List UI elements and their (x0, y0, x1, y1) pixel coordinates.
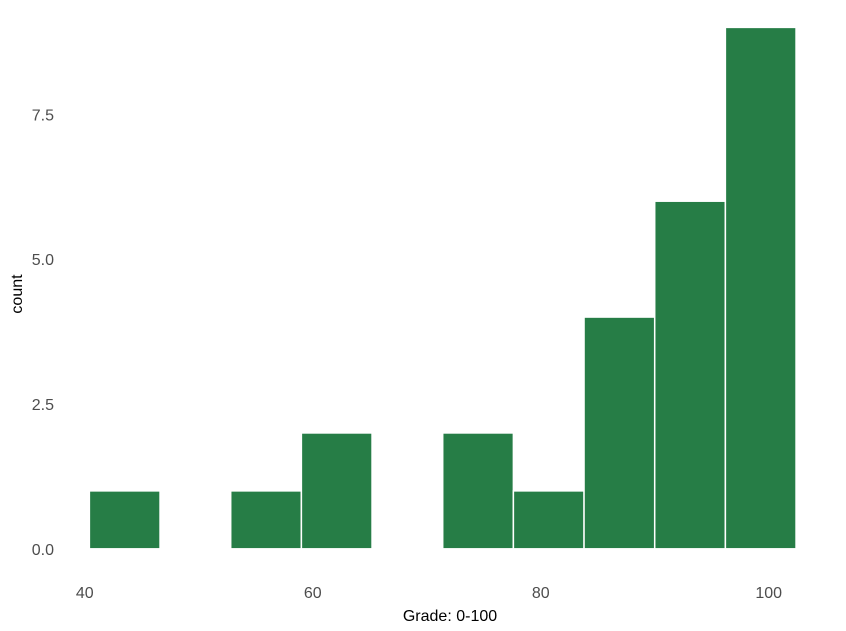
histogram-bar-8 (653, 200, 727, 550)
histogram-bar-2 (229, 490, 303, 550)
y-tick-label-1: 2.5 (32, 397, 54, 414)
x-tick-label-0: 40 (76, 585, 94, 602)
y-axis-title: count (9, 274, 26, 314)
histogram-bar-0 (88, 490, 161, 550)
y-tick-label-3: 7.5 (32, 107, 54, 124)
histogram-bar-9 (724, 26, 797, 550)
y-tick-label-0: 0.0 (32, 542, 54, 559)
histogram-bar-6 (512, 490, 585, 550)
histogram-bar-3 (300, 432, 373, 550)
x-tick-label-1: 60 (304, 585, 322, 602)
y-tick-label-2: 5.0 (32, 252, 54, 269)
histogram-bars (88, 26, 797, 550)
histogram-bar-7 (583, 316, 656, 550)
x-tick-label-3: 100 (755, 585, 782, 602)
x-axis-title: Grade: 0-100 (403, 608, 497, 625)
y-axis-ticks: 0.0 2.5 5.0 7.5 (32, 107, 54, 559)
x-axis-ticks: 40 60 80 100 (76, 585, 782, 602)
histogram-bar-5 (441, 432, 515, 550)
x-tick-label-2: 80 (532, 585, 550, 602)
